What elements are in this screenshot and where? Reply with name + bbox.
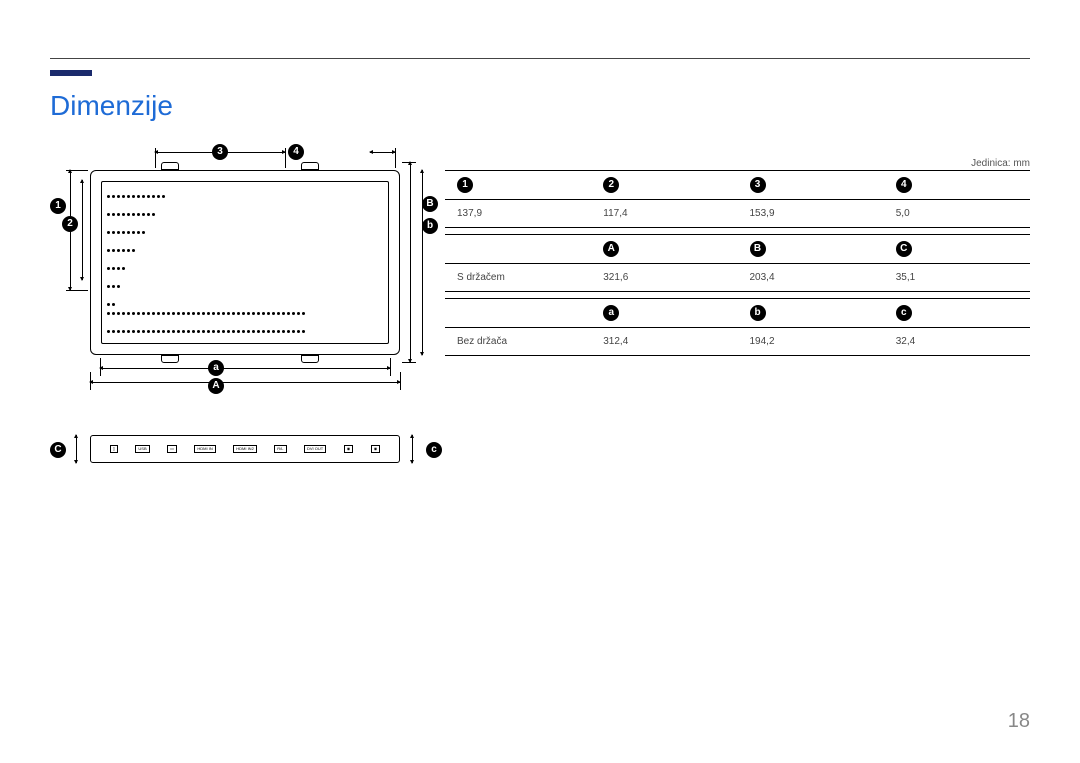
dim-line — [100, 368, 390, 369]
callout-C: C — [50, 442, 66, 458]
table-lower: a b c Bez držača 312,4 194,2 32,4 — [445, 298, 1030, 356]
port: USB — [135, 445, 149, 453]
dim-line — [76, 435, 77, 463]
cell: 137,9 — [445, 200, 591, 228]
dim-tick — [395, 148, 396, 168]
cell: 5,0 — [884, 200, 1030, 228]
cell: 312,4 — [591, 328, 737, 356]
front-inner — [101, 181, 389, 344]
mount-tab — [301, 162, 319, 170]
cell: 117,4 — [591, 200, 737, 228]
dim-tick — [402, 362, 416, 363]
top-divider — [50, 58, 1030, 59]
mount-tab — [301, 355, 319, 363]
dimension-diagram: 3 4 1 2 B b a A ▯ USB ▭ HDMI IN — [50, 140, 440, 470]
dim-tick — [100, 358, 101, 376]
callout-2: 2 — [62, 216, 78, 232]
hdr-C: C — [896, 241, 912, 257]
dimension-tables: 1 2 3 4 137,9 117,4 153,9 5,0 A B C S dr… — [445, 170, 1030, 362]
dim-line — [410, 162, 411, 362]
cell: 153,9 — [738, 200, 884, 228]
page-number: 18 — [1008, 710, 1030, 733]
callout-B: B — [422, 196, 438, 212]
callout-b: b — [422, 218, 438, 234]
port: ◉ — [344, 445, 354, 453]
dim-tick — [90, 372, 91, 390]
mount-tab — [161, 162, 179, 170]
side-view: ▯ USB ▭ HDMI IN HDMI IN2 R/L DVI OUT ◉ ◉ — [90, 435, 400, 463]
dim-tick — [66, 290, 88, 291]
port: HDMI IN — [194, 445, 215, 453]
callout-a: a — [208, 360, 224, 376]
dim-line — [412, 435, 413, 463]
hdr-2: 2 — [603, 177, 619, 193]
vent-dots — [106, 186, 196, 312]
table-numeric: 1 2 3 4 137,9 117,4 153,9 5,0 — [445, 170, 1030, 228]
hdr-b: b — [750, 305, 766, 321]
hdr-3: 3 — [750, 177, 766, 193]
cell: 203,4 — [738, 264, 884, 292]
cell: 32,4 — [884, 328, 1030, 356]
hdr-1: 1 — [457, 177, 473, 193]
port: ◉ — [371, 445, 381, 453]
callout-1: 1 — [50, 198, 66, 214]
manual-page: Dimenzije Jedinica: mm 18 — [0, 0, 1080, 763]
dim-tick — [285, 148, 286, 168]
port: ▯ — [110, 445, 118, 453]
callout-c: c — [426, 442, 442, 458]
cell: 321,6 — [591, 264, 737, 292]
row-label: S držačem — [445, 264, 591, 292]
page-title: Dimenzije — [50, 90, 173, 122]
accent-bar — [50, 70, 92, 76]
dim-tick — [66, 170, 88, 171]
mount-tab — [161, 355, 179, 363]
vent-dots — [106, 303, 376, 339]
row-label: Bez držača — [445, 328, 591, 356]
callout-4: 4 — [288, 144, 304, 160]
dim-tick — [402, 162, 416, 163]
dim-line — [82, 180, 83, 280]
hdr-B: B — [750, 241, 766, 257]
hdr-a: a — [603, 305, 619, 321]
dim-line — [370, 152, 395, 153]
port: HDMI IN2 — [233, 445, 257, 453]
dim-tick — [400, 372, 401, 390]
unit-label: Jedinica: mm — [971, 158, 1030, 169]
hdr-A: A — [603, 241, 619, 257]
port: R/L — [274, 445, 286, 453]
callout-3: 3 — [212, 144, 228, 160]
callout-A: A — [208, 378, 224, 394]
port: ▭ — [167, 445, 177, 453]
hdr-4: 4 — [896, 177, 912, 193]
front-view — [90, 170, 400, 355]
hdr-c: c — [896, 305, 912, 321]
dim-line — [90, 382, 400, 383]
dim-tick — [390, 358, 391, 376]
cell: 194,2 — [738, 328, 884, 356]
port: DVI OUT — [304, 445, 326, 453]
dim-line — [422, 170, 423, 355]
dim-tick — [155, 148, 156, 168]
table-upper: A B C S držačem 321,6 203,4 35,1 — [445, 234, 1030, 292]
cell: 35,1 — [884, 264, 1030, 292]
